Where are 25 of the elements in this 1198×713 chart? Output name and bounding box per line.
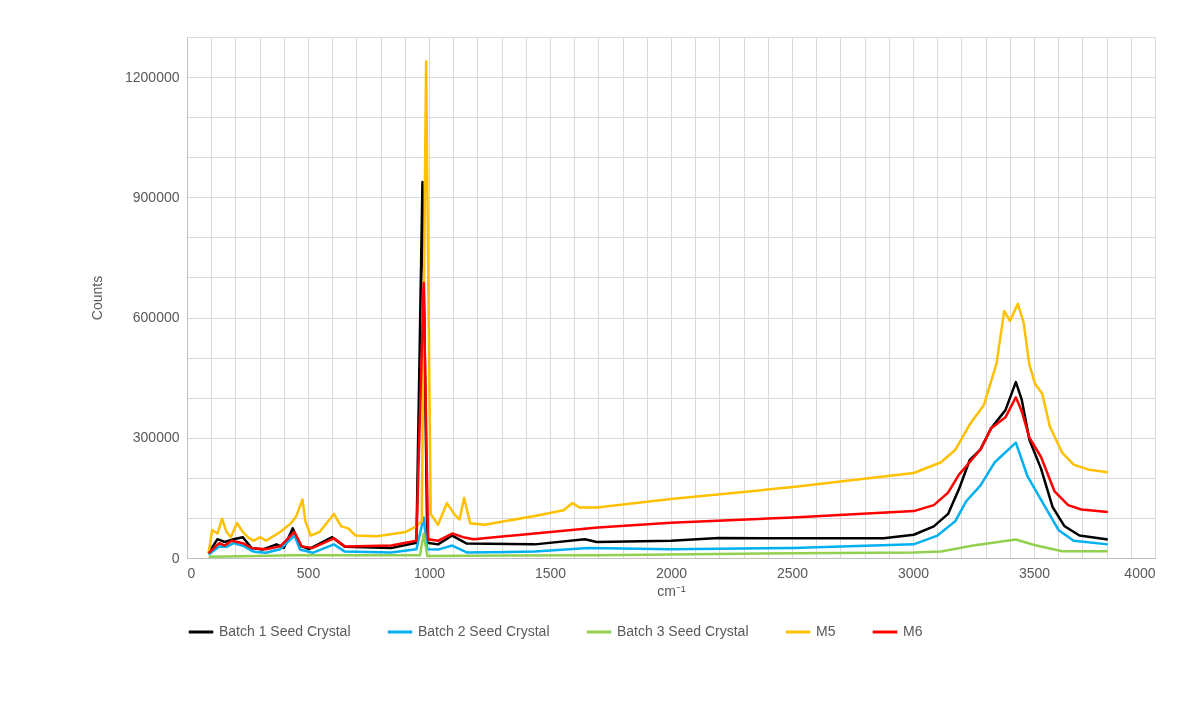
x-tick-label: 4000 [1124, 564, 1156, 581]
x-tick-label: 500 [296, 564, 321, 581]
y-axis-title: Counts [89, 275, 105, 321]
line-series [207, 441, 1110, 556]
line-series [207, 532, 1110, 559]
legend-label: M5 [816, 623, 836, 639]
legend-label: Batch 2 Seed Crystal [418, 623, 550, 639]
legend-label: Batch 1 Seed Crystal [219, 623, 351, 639]
x-tick-label: 1500 [534, 564, 567, 581]
line-series [207, 281, 1110, 555]
y-tick-label: 1200000 [124, 68, 180, 85]
x-axis-title: cm⁻¹ [657, 582, 686, 599]
y-tick-label: 0 [171, 549, 180, 566]
y-tick-label: 300000 [132, 429, 180, 446]
y-tick-label: 900000 [132, 188, 180, 205]
x-tick-label: 2500 [776, 564, 809, 581]
y-tick-label: 600000 [132, 309, 180, 326]
x-tick-label: 1000 [413, 564, 446, 581]
legend-label: M6 [903, 623, 923, 639]
x-tick-label: 0 [187, 564, 196, 581]
x-tick-label: 3500 [1018, 564, 1051, 581]
x-tick-label: 3000 [897, 564, 930, 581]
legend-label: Batch 3 Seed Crystal [617, 623, 749, 639]
x-tick-label: 2000 [655, 564, 688, 581]
line-series [207, 60, 1110, 555]
